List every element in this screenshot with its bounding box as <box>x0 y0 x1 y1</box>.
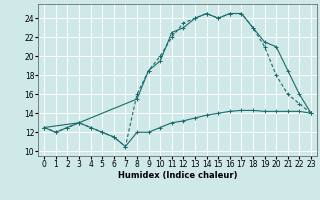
X-axis label: Humidex (Indice chaleur): Humidex (Indice chaleur) <box>118 171 237 180</box>
